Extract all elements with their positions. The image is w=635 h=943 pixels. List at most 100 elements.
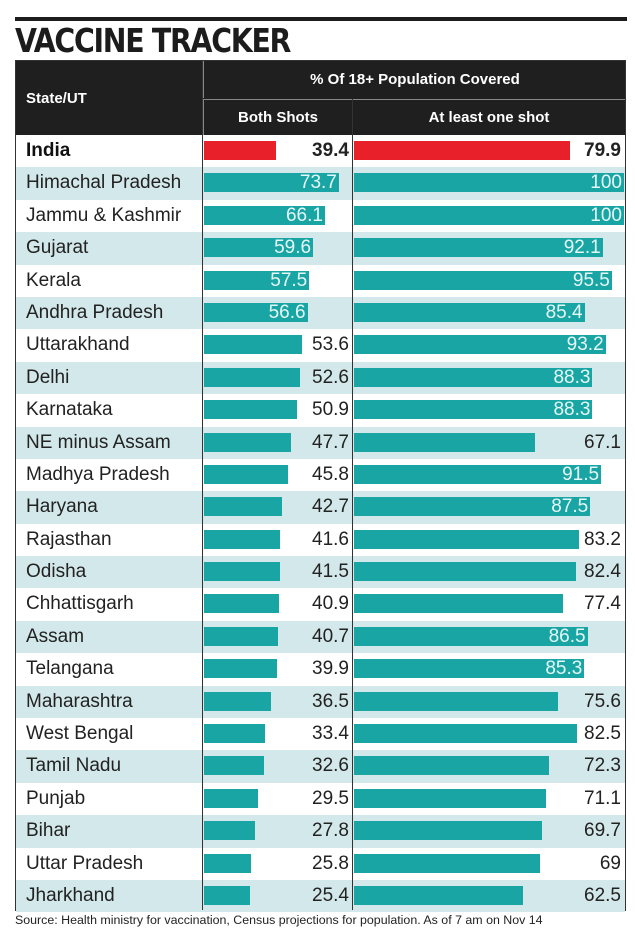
- at-least-one-shot-value-label: 69.7: [584, 820, 621, 842]
- state-name: Karnataka: [26, 399, 113, 421]
- at-least-one-shot-bar: [354, 302, 585, 322]
- both-shots-value-label: 73.7: [299, 172, 337, 194]
- both-shots-bar: [204, 626, 279, 646]
- at-least-one-shot-bar: [354, 270, 612, 290]
- at-least-one-shot-bar: [354, 691, 559, 711]
- both-shots-bar: [204, 562, 280, 582]
- at-least-one-shot-bar: [354, 821, 543, 841]
- table-row: Uttarakhand 53.6 93.2: [16, 329, 625, 361]
- table-row: NE minus Assam 47.7 67.1: [16, 426, 625, 459]
- at-least-one-shot-bar: [354, 464, 602, 484]
- at-least-one-shot-bar: [354, 853, 541, 873]
- state-name: Rajasthan: [26, 528, 112, 550]
- at-least-one-shot-bar: [354, 659, 585, 679]
- both-shots-value-label: 45.8: [312, 463, 349, 485]
- both-shots-bar: [204, 788, 258, 808]
- both-shots-bar: [204, 367, 301, 387]
- at-least-one-shot-value-label: 83.2: [584, 528, 621, 550]
- state-name: Kerala: [26, 269, 81, 291]
- table-row: Gujarat 59.6 92.1: [16, 232, 625, 265]
- both-shots-bar: [204, 270, 310, 290]
- state-name: Odisha: [26, 561, 87, 583]
- at-least-one-shot-value-label: 87.5: [551, 496, 589, 518]
- at-least-one-shot-value-label: 71.1: [584, 787, 621, 809]
- state-name: Himachal Pradesh: [26, 172, 182, 194]
- state-name: Madhya Pradesh: [26, 463, 170, 485]
- both-shots-value-label: 25.8: [312, 852, 349, 874]
- table-row: Madhya Pradesh 45.8 91.5: [16, 459, 625, 491]
- at-least-one-shot-bar: [354, 335, 606, 355]
- at-least-one-shot-bar: [354, 724, 577, 744]
- table-row: Tamil Nadu 32.6 72.3: [16, 750, 625, 783]
- state-name: Uttarakhand: [26, 334, 130, 356]
- at-least-one-shot-value-label: 75.6: [584, 690, 621, 712]
- both-shots-value-label: 56.6: [268, 301, 306, 323]
- chart-title: VACCINE TRACKER: [15, 21, 291, 60]
- table-row: India 39.4 79.9: [16, 135, 625, 167]
- table-row: Delhi 52.6 88.3: [16, 361, 625, 395]
- both-shots-bar: [204, 659, 278, 679]
- both-shots-bar: [204, 821, 255, 841]
- both-shots-value-label: 41.6: [312, 528, 349, 550]
- both-shots-value-label: 39.9: [312, 658, 349, 680]
- both-shots-bar: [204, 238, 314, 258]
- both-shots-value-label: 66.1: [285, 204, 323, 226]
- both-shots-value-label: 33.4: [312, 723, 349, 745]
- at-least-one-shot-bar: [354, 400, 593, 420]
- both-shots-bar: [204, 400, 298, 420]
- table-row: Punjab 29.5 71.1: [16, 783, 625, 815]
- both-shots-bar: [204, 205, 325, 225]
- both-shots-bar: [204, 141, 277, 160]
- state-name: Maharashtra: [26, 690, 133, 712]
- table-row: Andhra Pradesh 56.6 85.4: [16, 296, 625, 330]
- at-least-one-shot-value-label: 100: [590, 204, 622, 226]
- at-least-one-shot-value-label: 69: [599, 852, 621, 874]
- table-row: Rajasthan 41.6 83.2: [16, 524, 625, 556]
- both-shots-value-label: 52.6: [312, 366, 349, 388]
- both-shots-bar: [204, 756, 264, 776]
- table-body: India 39.4 79.9 Himachal Pradesh 73.7 100 Jamm…: [16, 135, 625, 913]
- table-row: Kerala 57.5 95.5: [16, 265, 625, 297]
- table-row: Chhattisgarh 40.9 77.4: [16, 588, 625, 620]
- both-shots-value-label: 59.6: [274, 237, 312, 259]
- at-least-one-shot-value-label: 85.3: [545, 658, 583, 680]
- at-least-one-shot-value-label: 67.1: [584, 431, 621, 453]
- table-row: Odisha 41.5 82.4: [16, 556, 625, 589]
- at-least-one-shot-value-label: 92.1: [563, 237, 601, 259]
- both-shots-bar: [204, 173, 339, 193]
- state-name: Assam: [26, 625, 85, 647]
- both-shots-bar: [204, 724, 266, 744]
- both-shots-bar: [204, 885, 251, 905]
- state-name: Andhra Pradesh: [26, 301, 164, 323]
- data-table: State/UT % Of 18+ Population Covered Bot…: [15, 60, 626, 913]
- table-row: Bihar 27.8 69.7: [16, 815, 625, 848]
- both-shots-value-label: 27.8: [312, 820, 349, 842]
- state-name: NE minus Assam: [26, 431, 171, 453]
- at-least-one-shot-value-label: 77.4: [584, 593, 621, 615]
- both-shots-bar: [204, 302, 308, 322]
- at-least-one-shot-bar: [354, 238, 603, 258]
- at-least-one-shot-bar: [354, 626, 588, 646]
- state-name: Uttar Pradesh: [26, 852, 144, 874]
- state-name: Punjab: [26, 787, 86, 809]
- at-least-one-shot-value-label: 82.5: [584, 723, 621, 745]
- at-least-one-shot-bar: [354, 529, 579, 549]
- both-shots-value-label: 50.9: [312, 399, 349, 421]
- at-least-one-shot-value-label: 91.5: [562, 463, 600, 485]
- both-shots-value-label: 40.9: [312, 593, 349, 615]
- at-least-one-shot-bar: [354, 367, 593, 387]
- table-header: State/UT % Of 18+ Population Covered Bot…: [16, 61, 625, 135]
- state-name: India: [26, 140, 71, 161]
- table-row: Assam 40.7 86.5: [16, 620, 625, 654]
- column-divider: [202, 61, 203, 910]
- both-shots-bar: [204, 335, 303, 355]
- header-at-least-one-shot: At least one shot: [352, 99, 625, 135]
- table-row: Jharkhand 25.4 62.5: [16, 879, 625, 913]
- at-least-one-shot-value-label: 88.3: [553, 399, 591, 421]
- both-shots-bar: [204, 432, 292, 452]
- at-least-one-shot-bar: [354, 432, 536, 452]
- state-name: Jharkhand: [26, 884, 115, 906]
- at-least-one-shot-value-label: 62.5: [584, 884, 621, 906]
- table-row: Himachal Pradesh 73.7 100: [16, 167, 625, 200]
- both-shots-value-label: 57.5: [270, 269, 308, 291]
